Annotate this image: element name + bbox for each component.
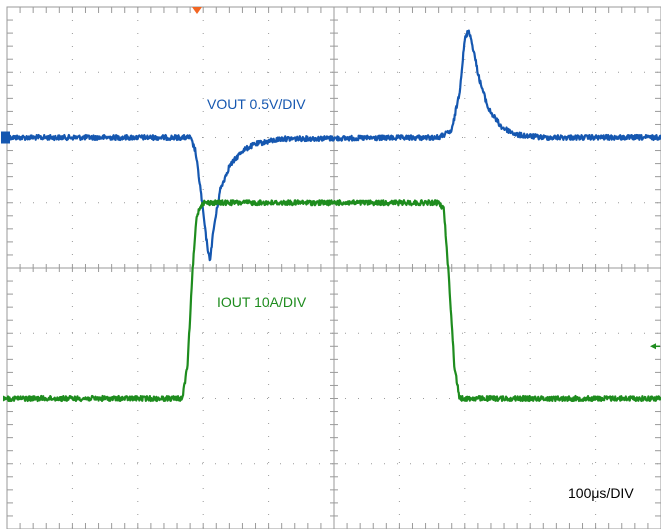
trigger-position-marker [192, 7, 202, 14]
timebase-label: 100μs/DIV [568, 485, 634, 501]
channel-markers [1, 131, 660, 402]
iout-channel-label: IOUT 10A/DIV [217, 294, 307, 310]
iout-trace [6, 199, 661, 403]
vout-trace [5, 29, 661, 262]
traces [5, 29, 661, 403]
grid [6, 6, 661, 529]
vout-ground-marker [1, 131, 10, 144]
vout-channel-label: VOUT 0.5V/DIV [207, 96, 306, 112]
iout-ground-marker [3, 395, 9, 402]
